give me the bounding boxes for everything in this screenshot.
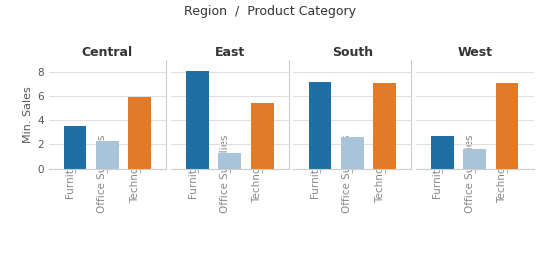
Title: South: South: [331, 46, 373, 59]
Bar: [128, 97, 151, 169]
Y-axis label: Min. Sales: Min. Sales: [23, 86, 33, 143]
Bar: [431, 136, 454, 169]
Bar: [64, 126, 86, 169]
Bar: [218, 153, 241, 169]
Text: Region  /  Product Category: Region / Product Category: [183, 5, 356, 18]
Title: West: West: [457, 46, 492, 59]
Bar: [251, 103, 273, 169]
Bar: [341, 137, 364, 169]
Bar: [309, 82, 331, 169]
Bar: [464, 149, 486, 169]
Bar: [96, 141, 119, 169]
Bar: [373, 84, 396, 169]
Title: East: East: [215, 46, 245, 59]
Bar: [186, 71, 209, 169]
Title: Central: Central: [82, 46, 133, 59]
Bar: [496, 83, 519, 169]
